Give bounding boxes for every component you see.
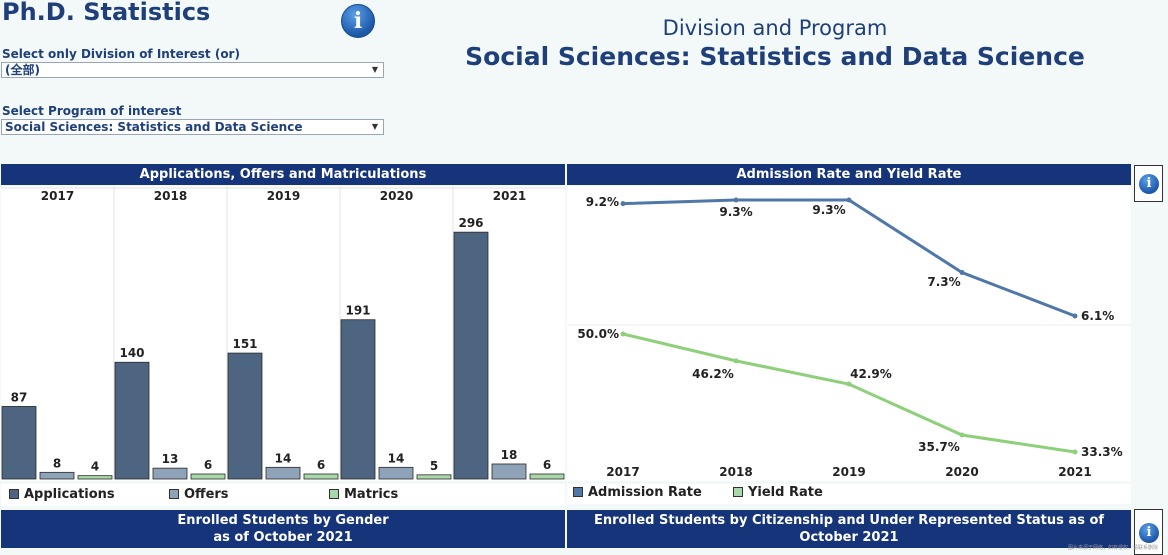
point-yield-rate xyxy=(620,331,626,337)
point-admission-rate xyxy=(846,197,852,203)
point-yield-rate xyxy=(959,432,965,438)
info-icon[interactable]: i xyxy=(1139,523,1159,543)
data-label-admission-rate: 7.3% xyxy=(927,275,960,289)
series-line-yield-rate xyxy=(622,332,1076,454)
point-admission-rate xyxy=(733,197,739,203)
bar-value-label: 151 xyxy=(232,337,257,351)
year-label: 2018 xyxy=(154,189,187,203)
division-program-label: Division and Program xyxy=(662,16,888,40)
bar-applications xyxy=(1,406,37,480)
bar-matrics xyxy=(416,474,452,480)
division-select[interactable]: (全部) ▼ xyxy=(1,62,384,78)
point-yield-rate xyxy=(733,358,739,364)
legend-matrics[interactable]: Matrics xyxy=(329,487,398,502)
bar-matrics xyxy=(529,473,565,480)
year-label: 2021 xyxy=(493,189,526,203)
citizenship-title-line1: Enrolled Students by Citizenship and Und… xyxy=(593,513,1105,528)
rates-line-chart: 9.2% 9.3% 9.3% 7.3% 6.1% 50.0% 46.2% 42.9% 35.7%… xyxy=(567,195,1131,479)
gender-panel-title: Enrolled Students by Gender as of Octobe… xyxy=(1,510,565,548)
bar-value-label: 296 xyxy=(458,216,483,230)
bar-offers xyxy=(265,466,301,480)
rates-legend: Admission Rate Yield Rate xyxy=(567,484,1131,504)
x-tick-label: 2018 xyxy=(719,465,752,479)
watermark: 图片来源于网络，如有侵权，请联系删除 xyxy=(1067,545,1158,551)
data-label-admission-rate: 9.3% xyxy=(719,205,752,219)
bar-value-label: 14 xyxy=(275,451,292,465)
data-label-admission-rate: 9.3% xyxy=(812,203,845,217)
bar-offers xyxy=(378,466,414,480)
data-label-yield-rate: 50.0% xyxy=(577,327,619,341)
bar-matrics xyxy=(303,473,339,480)
citizenship-info-box[interactable]: i xyxy=(1134,509,1163,555)
rates-chart-panel: 9.2% 9.3% 9.3% 7.3% 6.1% 50.0% 46.2% 42.9% 35.7%… xyxy=(567,186,1131,481)
x-tick-label: 2017 xyxy=(606,465,639,479)
legend-offers[interactable]: Offers xyxy=(169,487,229,502)
program-select[interactable]: Social Sciences: Statistics and Data Sci… xyxy=(1,119,384,135)
bar-value-label: 18 xyxy=(501,448,518,462)
legend-applications[interactable]: Applications xyxy=(9,487,115,502)
applications-panel-title: Applications, Offers and Matriculations xyxy=(1,164,565,185)
applications-legend: Applications Offers Matrics xyxy=(1,484,565,506)
bar-value-label: 6 xyxy=(543,458,551,472)
rates-panel-title: Admission Rate and Yield Rate xyxy=(567,164,1131,185)
program-name-heading: Social Sciences: Statistics and Data Sci… xyxy=(465,42,1085,71)
data-label-yield-rate: 42.9% xyxy=(850,367,892,381)
bar-value-label: 14 xyxy=(388,451,405,465)
bar-value-label: 87 xyxy=(11,390,28,404)
bar-applications xyxy=(453,231,489,480)
applications-chart-panel: 2017 87 8 4 2018 140 13 6 2019 151 14 6 2020 191 14 5 20… xyxy=(1,186,565,481)
bar-matrics xyxy=(190,473,226,480)
point-admission-rate xyxy=(1072,313,1078,319)
bar-value-label: 140 xyxy=(119,346,144,360)
point-admission-rate xyxy=(620,201,626,207)
bar-value-label: 6 xyxy=(317,458,325,472)
series-line-admission-rate xyxy=(622,198,1076,318)
program-select-value: Social Sciences: Statistics and Data Sci… xyxy=(5,120,303,134)
gender-title-line2: as of October 2021 xyxy=(213,530,353,545)
rates-info-box[interactable]: i xyxy=(1134,165,1163,202)
year-label: 2019 xyxy=(267,189,300,203)
data-label-yield-rate: 33.3% xyxy=(1081,445,1123,459)
page-title: Ph.D. Statistics xyxy=(2,0,211,26)
data-label-admission-rate: 9.2% xyxy=(586,195,619,209)
point-yield-rate xyxy=(846,381,852,387)
division-select-value: (全部) xyxy=(5,63,40,77)
citizenship-panel-title: Enrolled Students by Citizenship and Und… xyxy=(567,510,1131,548)
bar-applications xyxy=(227,352,263,480)
bar-value-label: 5 xyxy=(430,459,438,473)
chevron-down-icon: ▼ xyxy=(371,122,378,131)
legend-yield-rate[interactable]: Yield Rate xyxy=(733,485,823,500)
bar-matrics xyxy=(77,475,113,480)
data-label-yield-rate: 46.2% xyxy=(692,367,734,381)
year-label: 2020 xyxy=(380,189,413,203)
program-select-label: Select Program of interest xyxy=(2,104,182,118)
point-admission-rate xyxy=(959,270,965,275)
info-icon[interactable]: i xyxy=(341,4,375,38)
bar-offers xyxy=(491,463,527,480)
x-tick-label: 2020 xyxy=(945,465,978,479)
x-tick-label: 2021 xyxy=(1058,465,1091,479)
chevron-down-icon: ▼ xyxy=(371,65,378,74)
bar-value-label: 8 xyxy=(53,456,61,470)
bar-offers xyxy=(152,467,188,480)
x-tick-label: 2019 xyxy=(832,465,865,479)
bar-offers xyxy=(39,471,75,480)
info-icon[interactable]: i xyxy=(1139,174,1159,194)
division-select-label: Select only Division of Interest (or) xyxy=(2,47,240,61)
citizenship-title-line2: October 2021 xyxy=(799,530,899,545)
applications-bar-chart: 2017 87 8 4 2018 140 13 6 2019 151 14 6 2020 191 14 5 20… xyxy=(1,186,565,480)
gender-title-line1: Enrolled Students by Gender xyxy=(177,513,389,528)
bar-value-label: 4 xyxy=(91,460,99,474)
bar-value-label: 13 xyxy=(162,452,179,466)
bar-applications xyxy=(114,361,150,480)
bar-value-label: 6 xyxy=(204,458,212,472)
data-label-yield-rate: 35.7% xyxy=(918,440,960,454)
data-label-admission-rate: 6.1% xyxy=(1081,309,1114,323)
bar-applications xyxy=(340,319,376,480)
point-yield-rate xyxy=(1072,449,1078,455)
year-label: 2017 xyxy=(41,189,74,203)
legend-admission-rate[interactable]: Admission Rate xyxy=(573,485,702,500)
bar-value-label: 191 xyxy=(345,304,370,318)
